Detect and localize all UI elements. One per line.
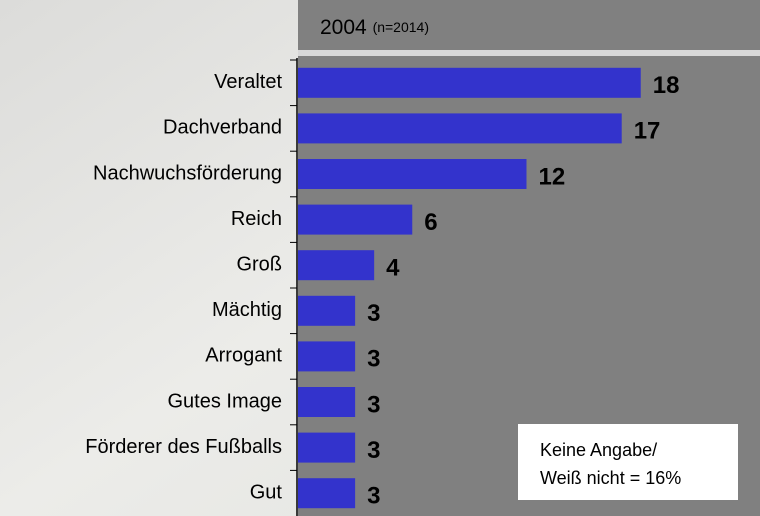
y-tick-label: Dachverband	[163, 117, 282, 139]
y-tick-label: Groß	[236, 253, 282, 275]
value-label: 18	[653, 72, 680, 99]
y-tick-label: Arrogant	[205, 345, 282, 367]
title: 2004	[320, 16, 367, 39]
y-tick-label: Gutes Image	[167, 390, 282, 412]
header-separator	[298, 50, 760, 56]
value-label: 3	[367, 300, 380, 327]
value-label: 4	[386, 255, 400, 282]
annotation: Keine Angabe/	[540, 440, 657, 460]
value-label: 3	[367, 346, 380, 373]
chart-title: 2004 (n=2014)	[320, 16, 429, 39]
bar	[298, 113, 622, 144]
y-tick-label: Gut	[250, 481, 283, 503]
y-tick-label: Mächtig	[212, 299, 282, 321]
value-label: 12	[539, 163, 566, 190]
y-tick-label: Förderer des Fußballs	[85, 436, 282, 458]
value-label: 3	[367, 391, 380, 418]
value-label: 6	[424, 209, 437, 236]
bar	[298, 204, 413, 235]
bar	[298, 341, 356, 372]
bar	[298, 478, 356, 509]
value-label: 17	[634, 118, 661, 145]
y-tick-label: Reich	[231, 208, 282, 230]
bar	[298, 387, 356, 417]
y-tick-label: Nachwuchsförderung	[93, 162, 282, 184]
annotation: Weiß nicht = 16%	[540, 468, 681, 488]
bar	[298, 432, 356, 463]
bar	[298, 67, 641, 98]
bar	[298, 250, 375, 281]
annotation-box	[518, 424, 738, 500]
value-label: 3	[367, 437, 380, 464]
bar	[298, 295, 356, 326]
y-tick-label: Veraltet	[214, 71, 282, 93]
subtitle: (n=2014)	[373, 19, 429, 35]
bar	[298, 159, 527, 189]
value-label: 3	[367, 483, 380, 510]
